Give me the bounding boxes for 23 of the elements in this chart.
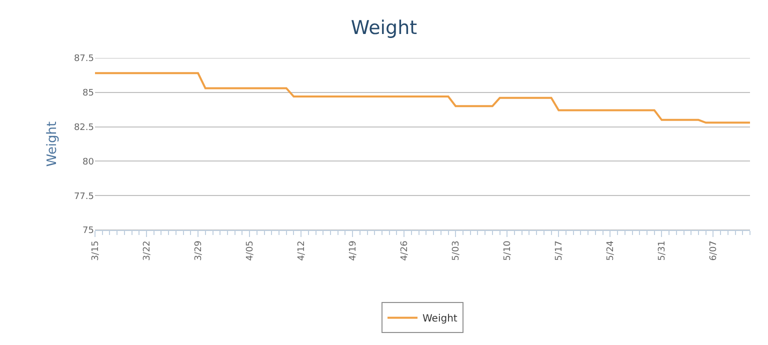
x-tick-label: 5/31: [658, 240, 668, 261]
y-tick-label: 80: [82, 157, 94, 168]
x-tick-label: 3/29: [194, 240, 204, 261]
y-tick-label: 85: [82, 88, 94, 99]
y-axis-title: Weight: [44, 121, 60, 167]
x-tick-label: 4/12: [296, 240, 307, 261]
x-tick-label: 5/24: [606, 240, 616, 261]
x-tick-label: 4/26: [400, 240, 410, 261]
chart-title: Weight: [350, 17, 418, 39]
line-series: [95, 72, 750, 124]
legend-label: Weight: [422, 314, 458, 325]
y-tick-label: 82.5: [74, 122, 94, 133]
x-tick-label: 3/15: [90, 240, 101, 261]
x-tick-label: 4/19: [348, 240, 359, 261]
x-tick-label: 5/17: [554, 240, 565, 261]
x-tick-label: 5/10: [503, 240, 514, 261]
x-tick-label: 3/22: [142, 240, 152, 261]
x-tick-label: 4/05: [245, 240, 256, 261]
y-tick-label: 87.5: [74, 54, 94, 64]
y-tick-label: 77.5: [74, 192, 94, 202]
x-tick-label: 5/03: [452, 240, 462, 261]
y-tick-label: 75: [82, 226, 94, 236]
x-tick-label: 6/07: [709, 240, 720, 261]
